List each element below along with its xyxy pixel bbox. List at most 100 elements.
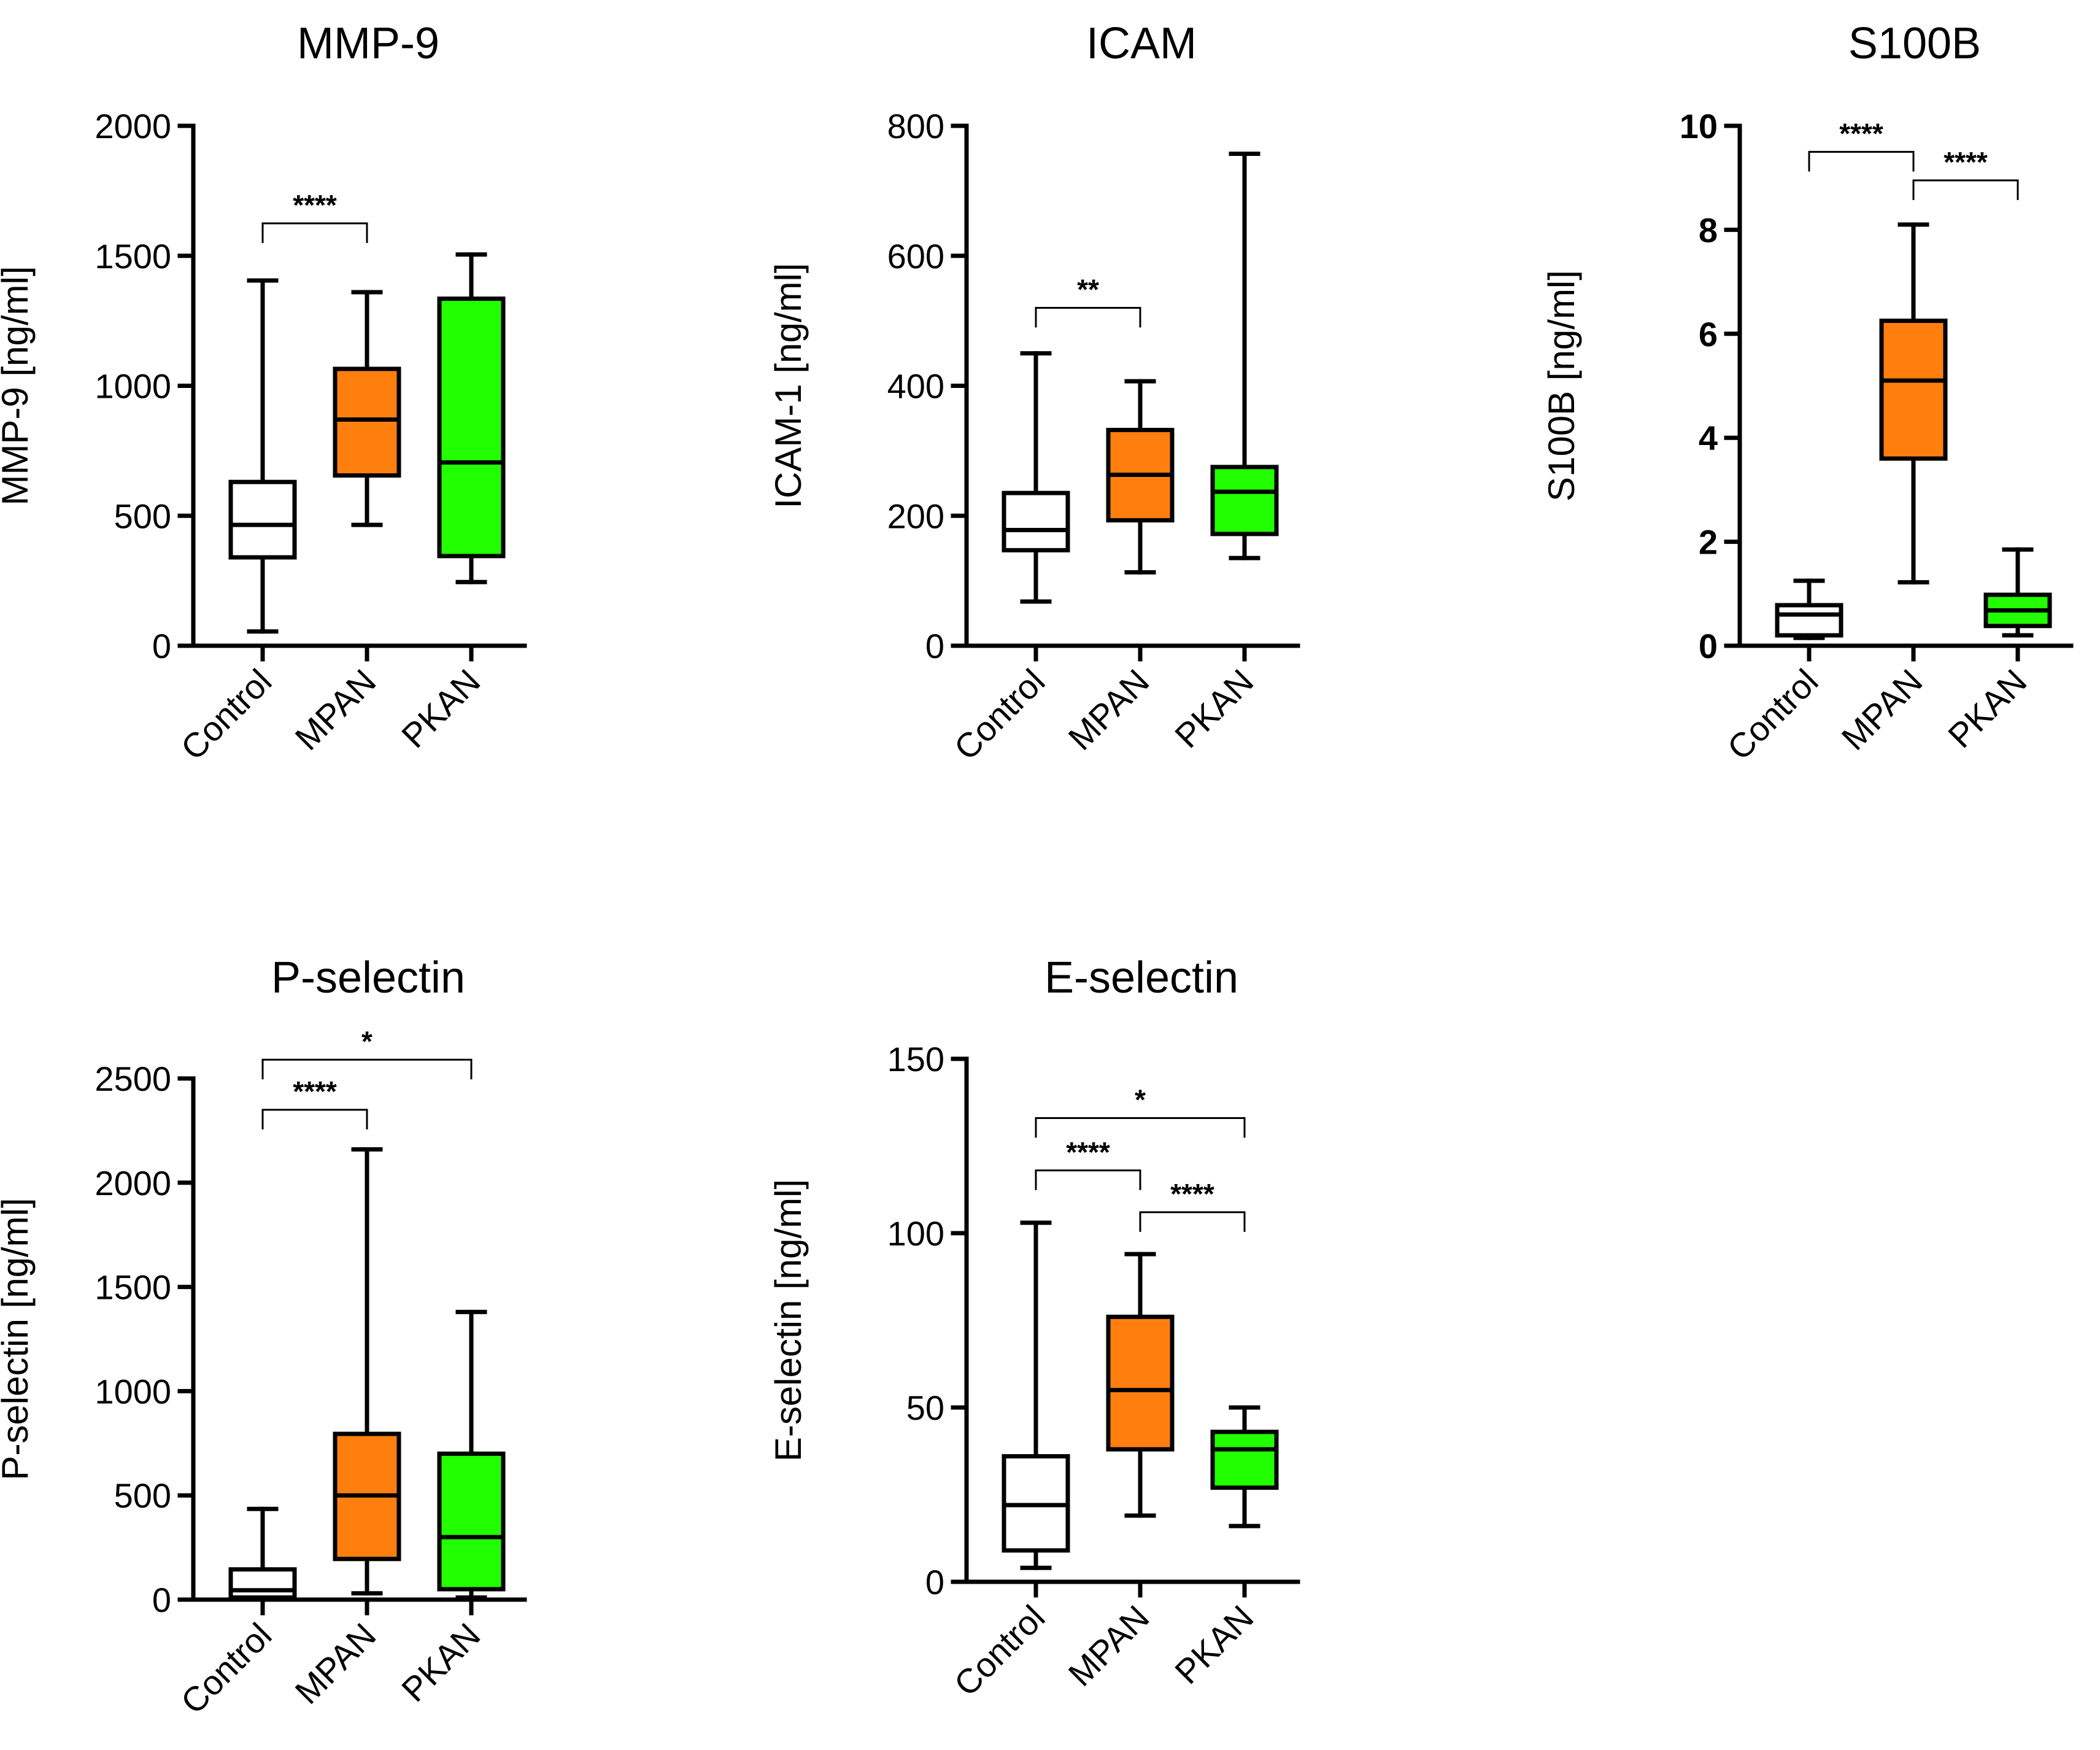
x-category-label-pkan: PKAN <box>1940 662 2034 755</box>
x-category-label-control: Control <box>946 662 1052 767</box>
x-category-label-mpan: MPAN <box>1060 662 1156 757</box>
y-axis-label: P-selectin [ng/ml] <box>0 1198 36 1480</box>
significance-label: * <box>1135 1084 1146 1116</box>
box-iqr <box>1210 465 1279 536</box>
significance-label: **** <box>293 189 337 221</box>
x-category-label-pkan: PKAN <box>394 662 487 755</box>
box-control <box>228 278 297 634</box>
significance-label: **** <box>1170 1178 1214 1210</box>
bracket-line <box>1035 1117 1246 1138</box>
bracket-line <box>1912 179 2019 200</box>
x-category-label-mpan: MPAN <box>287 1616 383 1711</box>
significance-bracket: * <box>1035 1084 1246 1138</box>
y-tick-label: 10 <box>1680 107 1718 145</box>
y-tick-label: 1500 <box>95 1268 171 1307</box>
y-tick-label: 500 <box>114 497 171 535</box>
y-axis-label: MMP-9 [ng/ml] <box>0 266 36 505</box>
y-tick-label: 2500 <box>95 1059 171 1098</box>
chart-title: P-selectin <box>271 953 465 1002</box>
box-control <box>1775 578 1843 640</box>
significance-bracket: * <box>261 1025 473 1080</box>
x-category-label-control: Control <box>173 1616 279 1721</box>
significance-label: * <box>361 1025 373 1057</box>
x-category-label-control: Control <box>1720 662 1825 767</box>
box-iqr <box>437 1451 506 1592</box>
box-iqr <box>333 366 401 478</box>
box-iqr <box>228 1567 297 1600</box>
y-tick-label: 0 <box>925 1563 944 1601</box>
bracket-line <box>1808 150 1915 172</box>
significance-bracket: ** <box>1035 273 1141 328</box>
bracket-line <box>261 1058 473 1080</box>
y-tick-label: 150 <box>887 1040 944 1078</box>
box-pkan <box>1983 547 2052 638</box>
y-tick-label: 1000 <box>95 367 171 406</box>
box-pkan <box>1210 1405 1279 1528</box>
significance-bracket: **** <box>1912 146 2019 200</box>
x-category-label-pkan: PKAN <box>1167 1598 1260 1691</box>
box-control <box>1002 351 1070 604</box>
bracket-line <box>261 1109 368 1129</box>
y-tick-label: 800 <box>887 107 944 145</box>
box-mpan <box>1106 379 1175 575</box>
significance-label: **** <box>1944 146 1988 178</box>
box-mpan <box>333 1147 401 1596</box>
y-tick-label: 1000 <box>95 1372 171 1411</box>
box-mpan <box>333 290 401 527</box>
bracket-line <box>1139 1211 1246 1232</box>
panel-mmp-9: MMP-9 MMP-9 [ng/ml] 0 500 1000 1500 2000 Contro… <box>0 19 527 767</box>
x-category-label-pkan: PKAN <box>1167 662 1260 755</box>
y-tick-label: 50 <box>906 1388 944 1427</box>
x-category-label-mpan: MPAN <box>287 662 383 757</box>
box-pkan <box>1210 152 1279 560</box>
y-tick-label: 400 <box>887 367 944 406</box>
significance-bracket: **** <box>261 1075 368 1129</box>
box-mpan <box>1106 1252 1175 1518</box>
significance-bracket: **** <box>261 189 368 243</box>
x-category-label-mpan: MPAN <box>1834 662 1929 757</box>
y-tick-label: 600 <box>887 237 944 276</box>
panel-s100b: S100B S100B [ng/ml] 0 2 4 6 8 10 Control MPAN PKAN… <box>1541 19 2074 767</box>
box-iqr <box>1775 603 1843 638</box>
x-category-label-mpan: MPAN <box>1060 1598 1156 1694</box>
y-tick-label: 0 <box>152 1581 171 1619</box>
y-tick-label: 0 <box>925 627 944 665</box>
chart-title: E-selectin <box>1044 953 1238 1002</box>
significance-bracket: **** <box>1035 1136 1141 1190</box>
y-tick-label: 4 <box>1699 419 1718 457</box>
significance-bracket: **** <box>1139 1178 1246 1232</box>
box-iqr <box>1879 319 1948 461</box>
y-tick-label: 0 <box>1699 627 1718 665</box>
y-axis-label: ICAM-1 [ng/ml] <box>768 263 809 508</box>
panel-e-selectin: E-selectin E-selectin [ng/ml] 0 50 100 150 Con… <box>768 953 1300 1703</box>
box-iqr <box>1002 490 1070 552</box>
box-control <box>228 1506 297 1602</box>
chart-title: MMP-9 <box>297 19 439 68</box>
chart-title: ICAM <box>1086 19 1197 68</box>
box-iqr <box>437 296 506 559</box>
significance-label: ** <box>1077 273 1099 305</box>
y-tick-label: 0 <box>152 627 171 665</box>
box-mpan <box>1879 222 1948 585</box>
significance-label: **** <box>293 1075 337 1107</box>
panel-p-selectin: P-selectin P-selectin [ng/ml] 0 500 1000 1500… <box>0 953 527 1721</box>
box-pkan <box>437 252 506 584</box>
box-pkan <box>437 1309 506 1600</box>
chart-title: S100B <box>1848 19 1981 68</box>
y-tick-label: 1500 <box>95 237 171 276</box>
box-iqr <box>228 479 297 560</box>
bracket-line <box>1035 306 1141 328</box>
y-tick-label: 500 <box>114 1476 171 1515</box>
y-axis-label: S100B [ng/ml] <box>1541 270 1582 501</box>
y-tick-label: 2000 <box>95 107 171 145</box>
box-control <box>1002 1220 1070 1570</box>
y-tick-label: 8 <box>1699 211 1718 249</box>
bracket-line <box>1035 1169 1141 1190</box>
y-tick-label: 6 <box>1699 315 1718 354</box>
panel-icam: ICAM ICAM-1 [ng/ml] 0 200 400 600 800 Control MP… <box>768 19 1300 767</box>
y-tick-label: 100 <box>887 1214 944 1253</box>
y-axis-label: E-selectin [ng/ml] <box>768 1179 809 1462</box>
x-category-label-control: Control <box>173 662 279 767</box>
box-iqr <box>1210 1430 1279 1490</box>
